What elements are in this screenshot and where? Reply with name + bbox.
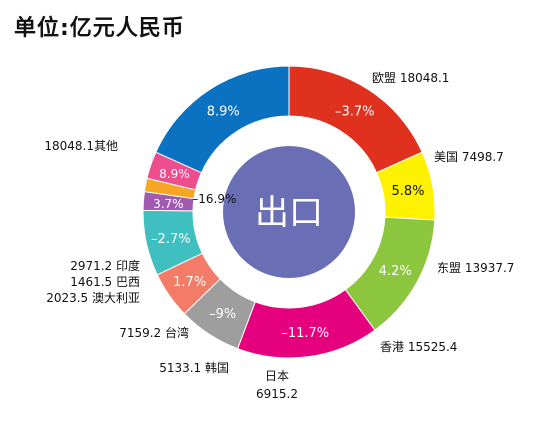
slice-0-change-label: –3.7% <box>335 104 375 119</box>
unit-title: 单位:亿元人民币 <box>14 16 185 41</box>
center-disc <box>223 146 355 278</box>
slice-6-label: 7159.2 台湾 <box>119 325 189 340</box>
slice-9-label: 2971.2 印度 <box>70 258 140 273</box>
slice-8-change-label: –16.9% <box>192 192 236 206</box>
slice-7-change-label: 3.7% <box>153 197 184 211</box>
slice-10-label: 18048.1其他 <box>44 139 118 153</box>
slice-1-change-label: 5.8% <box>391 184 424 199</box>
slice-0-label: 欧盟 18048.1 <box>372 71 449 85</box>
slice-4-change-label: –9% <box>209 307 236 322</box>
slice-3-label: 香港 15525.4 <box>380 340 457 354</box>
slice-5-change-label: 1.7% <box>173 275 206 290</box>
slice-6-change-label: –2.7% <box>151 232 191 247</box>
slice-labels: 欧盟 18048.1 美国 7498.7 东盟 13937.7 香港 15525.4 日… <box>44 71 514 401</box>
slice-9-change-label: 8.9% <box>159 167 190 181</box>
slice-4-value-label: 6915.2 <box>256 387 298 401</box>
slice-4-name-label: 日本 <box>265 369 289 383</box>
center-label: 出口 <box>255 193 323 233</box>
slice-5-label: 5133.1 韩国 <box>159 360 229 375</box>
slice-3-change-label: –11.7% <box>281 326 329 341</box>
slice-2-change-label: 4.2% <box>379 264 412 279</box>
slice-8-label: 1461.5 巴西 <box>70 275 140 289</box>
slice-7-label: 2023.5 澳大利亚 <box>46 291 140 305</box>
change-labels: –3.7% 5.8% 4.2% –11.7% –9% 1.7% –2.7% 3.7% –16.9… <box>151 104 424 340</box>
slice-10-change-label: 8.9% <box>207 104 240 119</box>
slice-1-label: 美国 7498.7 <box>434 150 504 164</box>
slice-2-label: 东盟 13937.7 <box>437 261 514 275</box>
